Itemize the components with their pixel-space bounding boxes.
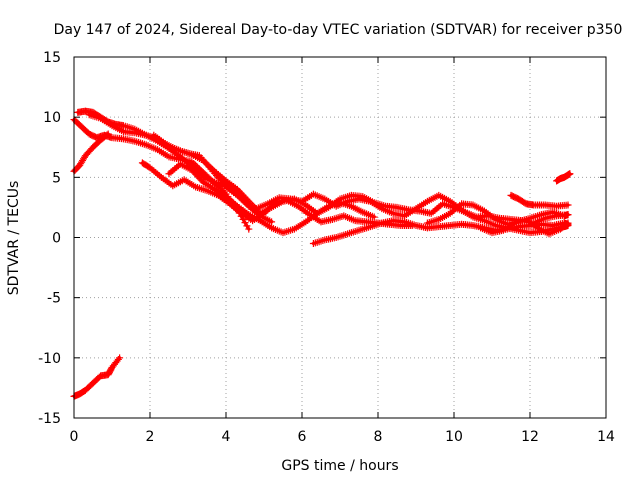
chart-title: Day 147 of 2024, Sidereal Day-to-day VTE…: [54, 22, 623, 38]
axis-ticks: 0 2 4 6 8 10 12 14 -15 -10 -5 0 5 10 15: [38, 50, 615, 445]
data-point: [566, 170, 574, 178]
series-arc-5: [85, 111, 276, 226]
data-point: [268, 218, 276, 226]
series-arc-12: [477, 215, 572, 238]
y-tick-label: -10: [38, 351, 61, 367]
x-tick-label: 2: [146, 429, 155, 445]
x-tick-label: 8: [374, 429, 383, 445]
y-tick-label: -5: [47, 291, 61, 307]
y-tick-label: 15: [43, 50, 61, 66]
x-axis-label: GPS time / hours: [281, 458, 398, 474]
series-arc-13: [553, 170, 574, 185]
data-point: [564, 211, 572, 219]
data-point: [564, 201, 572, 209]
grid: [74, 57, 606, 418]
data-point: [116, 354, 124, 362]
series-arc-10: [423, 200, 572, 228]
data-series: [70, 107, 574, 400]
x-tick-label: 4: [222, 429, 231, 445]
y-axis-label: SDTVAR / TECUs: [6, 181, 22, 296]
y-tick-label: -15: [38, 411, 61, 427]
x-tick-label: 10: [445, 429, 463, 445]
y-tick-label: 10: [43, 110, 61, 126]
y-tick-label: 5: [52, 170, 61, 186]
x-tick-label: 6: [298, 429, 307, 445]
data-point: [563, 220, 571, 228]
data-point: [564, 219, 572, 227]
series-arc-11: [507, 191, 572, 210]
x-tick-label: 0: [70, 429, 79, 445]
data-point: [114, 355, 122, 363]
x-tick-label: 14: [597, 429, 615, 445]
y-tick-label: 0: [52, 231, 61, 247]
x-tick-label: 12: [521, 429, 539, 445]
data-point: [245, 225, 253, 233]
data-point: [370, 213, 378, 221]
series-line: [87, 113, 274, 224]
series-arc-1: [70, 354, 124, 400]
